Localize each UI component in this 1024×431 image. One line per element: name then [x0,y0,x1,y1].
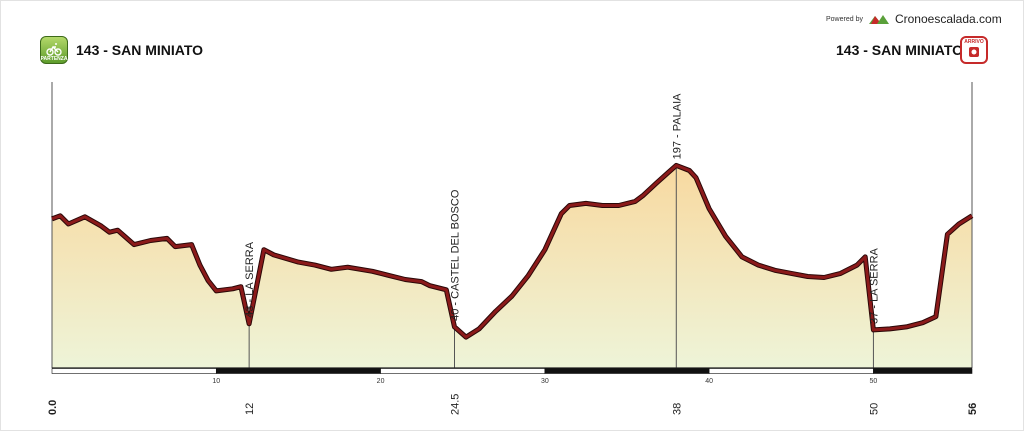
distance-label-1: 12 [244,403,256,415]
finish-stage-title: 143 - SAN MINIATO [836,42,964,58]
scale-tick-label-1: 20 [377,378,385,385]
scale-segment-0 [51,368,217,374]
finish-badge-label: ARRIVO [964,39,984,45]
distance-label-4: 50 [868,403,880,415]
waypoint-label-3: 37 - LA SERRA [868,247,880,323]
mountain-logo-icon [868,15,889,24]
waypoint-label-2: 197 - PALAIA [671,93,683,159]
scale-tick-label-2: 30 [541,378,549,385]
distance-label-5: 56 [967,403,979,415]
distance-label-2: 24.5 [450,394,462,415]
powered-by-label: Powered by [826,15,863,23]
scale-tick-label-0: 10 [212,378,220,385]
scale-segment-4 [708,368,874,374]
profile-line [51,163,973,339]
scale-tick-label-3: 40 [705,378,713,385]
scale-segment-1 [215,368,381,374]
finish-flag-icon [969,47,979,57]
distance-label-3: 38 [671,403,683,415]
start-badge-icon: PARTENZA [40,36,68,64]
start-badge-label: PARTENZA [40,56,68,62]
cyclist-icon [46,43,62,56]
brand-name: Cronoescalada.com [894,12,1002,26]
scale-segment-3 [544,368,710,374]
profile-area-fill [52,165,972,368]
start-stage-title: 143 - SAN MINIATO [76,42,204,58]
powered-by-banner[interactable]: Powered by Cronoescalada.com [826,12,1002,26]
distance-label-0: 0.0 [47,400,59,415]
waypoint-label-1: 40 - CASTEL DEL BOSCO [450,189,462,321]
waypoint-label-0: 43 - LA SERRA [244,241,256,317]
finish-badge-icon: ARRIVO [960,36,988,64]
scale-tick-label-4: 50 [870,378,878,385]
scale-segment-5 [873,368,973,374]
scale-segment-2 [380,368,546,374]
